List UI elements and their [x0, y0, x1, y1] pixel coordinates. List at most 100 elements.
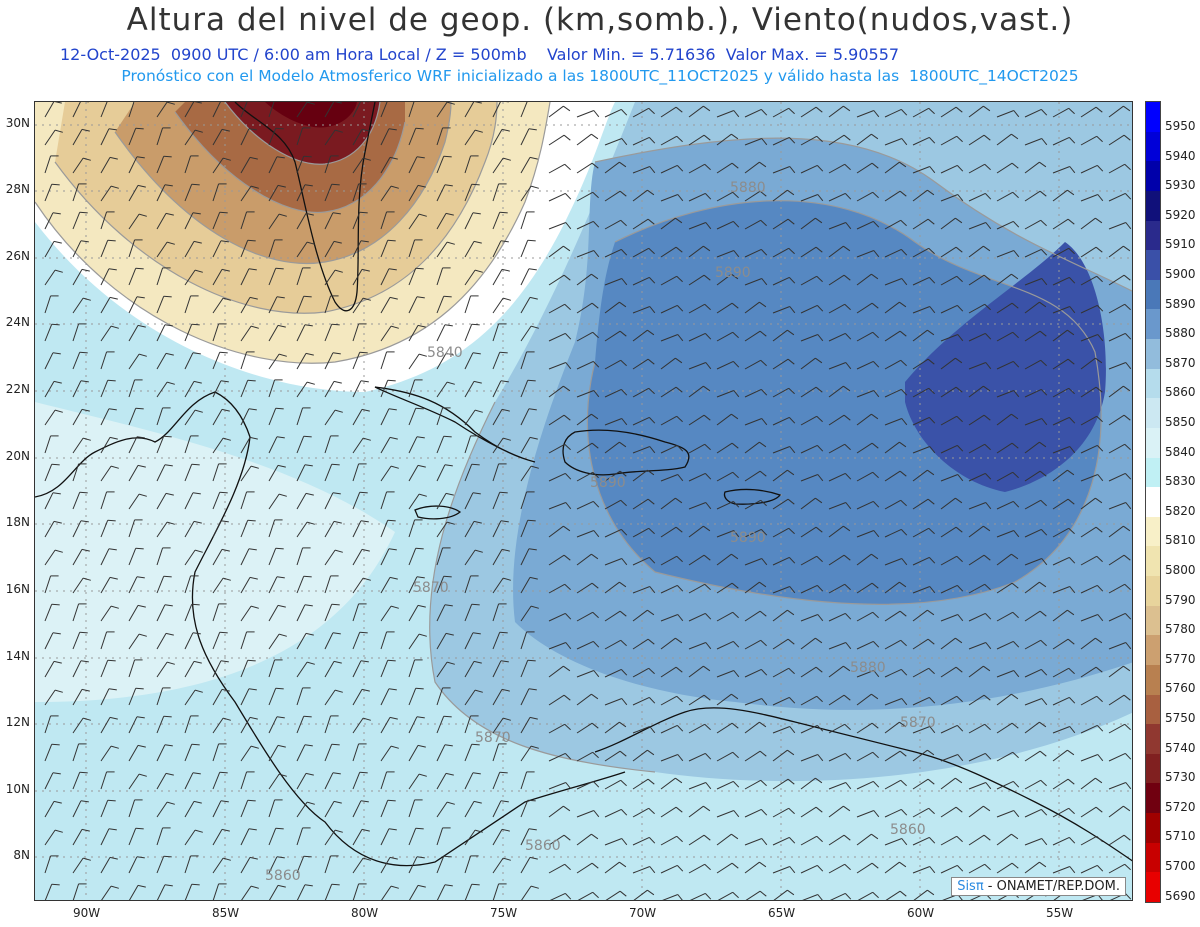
- wind-barb: [520, 771, 528, 790]
- wind-barb: [44, 829, 56, 846]
- wind-barb-flag: [138, 633, 147, 637]
- wind-barb-flag: [817, 474, 824, 482]
- wind-barb-flag: [901, 138, 908, 146]
- wind-barb: [1024, 861, 1040, 874]
- wind-barb-flag: [418, 213, 427, 217]
- wind-barb-flag: [675, 806, 683, 813]
- wind-barb-flag: [927, 329, 935, 336]
- wind-barb: [744, 838, 762, 846]
- wind-barb-flag: [956, 695, 963, 703]
- wind-barb-flag: [529, 296, 538, 300]
- wind-barb: [688, 752, 706, 762]
- wind-barb: [352, 269, 363, 286]
- wind-barb-flag: [390, 745, 399, 749]
- wind-barb: [576, 191, 593, 202]
- wind-barb: [1080, 864, 1098, 874]
- wind-barb: [268, 213, 280, 230]
- wind-barb-flag: [871, 302, 879, 309]
- wind-barb: [884, 558, 902, 566]
- wind-barb: [436, 296, 445, 314]
- wind-barb: [912, 836, 930, 846]
- wind-barb-flag: [619, 330, 627, 337]
- wind-barb: [548, 192, 566, 202]
- wind-barb-flag: [761, 138, 768, 146]
- wind-barb: [772, 107, 789, 118]
- wind-barb: [716, 862, 733, 874]
- wind-barb: [828, 752, 846, 762]
- wind-barb: [884, 470, 901, 482]
- wind-barb-flag: [844, 303, 851, 311]
- wind-barb: [856, 611, 873, 622]
- wind-barb: [1108, 414, 1125, 426]
- wind-barb: [100, 157, 111, 174]
- wind-barb-flag: [444, 324, 453, 327]
- wind-barb: [1108, 554, 1125, 566]
- wind-barb-flag: [759, 721, 767, 728]
- wind-barb-flag: [1123, 554, 1131, 561]
- wind-barb-flag: [334, 102, 342, 104]
- wind-barb-flag: [249, 716, 258, 720]
- credit-brand: Sisπ: [957, 879, 984, 894]
- wind-barb-flag: [985, 222, 992, 230]
- longitude-label: 75W: [490, 906, 518, 920]
- wind-barb-flag: [220, 660, 229, 663]
- wind-barb-flag: [221, 268, 230, 272]
- wind-barb: [940, 806, 957, 818]
- wind-barb-flag: [984, 163, 991, 171]
- wind-barb: [128, 659, 136, 678]
- wind-barb: [660, 444, 678, 454]
- wind-barb: [884, 138, 902, 146]
- wind-barb: [464, 295, 472, 314]
- wind-barb: [716, 133, 732, 146]
- wind-barb: [716, 780, 734, 790]
- wind-barb: [1052, 469, 1068, 482]
- wind-barb-flag: [983, 694, 991, 701]
- wind-barb: [744, 610, 761, 622]
- wind-barb-flag: [564, 443, 571, 451]
- wind-barb-flag: [563, 385, 571, 392]
- wind-barb-flag: [499, 211, 508, 214]
- wind-barb-flag: [732, 471, 739, 479]
- colorbar-label: 5820: [1165, 503, 1196, 518]
- wind-barb: [156, 127, 164, 146]
- wind-barb: [688, 554, 705, 566]
- wind-barb: [380, 688, 390, 706]
- wind-barb: [240, 491, 248, 510]
- florida-coast: [234, 102, 376, 312]
- wind-barb-flag: [331, 183, 340, 186]
- contour-label-group: 5880 5890 5840 5890 5890 5870 5870 5880 …: [265, 180, 936, 884]
- wind-barb: [828, 222, 846, 230]
- wind-barb: [520, 688, 530, 706]
- wind-barb: [800, 217, 816, 230]
- wind-barb-flag: [502, 577, 511, 581]
- wind-barb: [100, 268, 110, 286]
- wind-barb: [352, 829, 363, 846]
- wind-barb: [520, 128, 530, 146]
- wind-barb-flag: [1095, 666, 1103, 673]
- wind-barb: [72, 883, 80, 900]
- wind-barb: [156, 407, 164, 426]
- wind-barb: [1108, 752, 1126, 762]
- wind-barb-flag: [648, 667, 655, 675]
- wind-barb-flag: [956, 835, 963, 843]
- wind-barb: [1024, 528, 1042, 538]
- wind-barb: [464, 632, 474, 650]
- wind-barb: [100, 660, 109, 678]
- wind-barb-flag: [445, 492, 454, 496]
- wind-barb-flag: [527, 519, 536, 522]
- wind-barb-flag: [731, 133, 739, 140]
- wind-barb-flag: [500, 660, 509, 663]
- wind-barb: [744, 388, 762, 398]
- wind-barb: [800, 637, 816, 650]
- wind-barb: [408, 828, 417, 846]
- wind-barb-flag: [1067, 778, 1075, 785]
- wind-barb-flag: [473, 660, 482, 664]
- wind-barb: [688, 863, 705, 874]
- wind-barb: [324, 604, 333, 622]
- colorbar-segment: [1146, 872, 1160, 902]
- wind-barb: [240, 605, 252, 622]
- wind-barb: [828, 192, 846, 202]
- wind-barb: [268, 296, 278, 314]
- wind-barb-flag: [1124, 613, 1132, 620]
- wind-barb-flag: [787, 189, 795, 196]
